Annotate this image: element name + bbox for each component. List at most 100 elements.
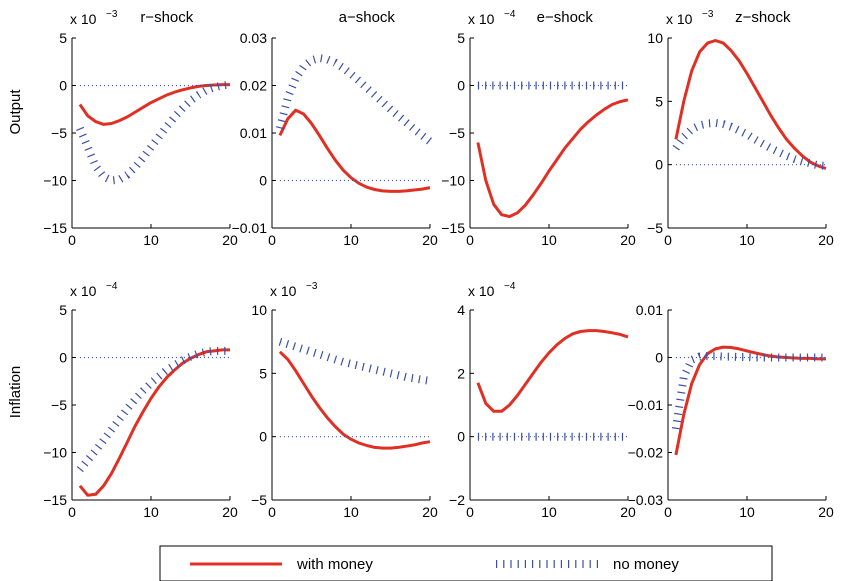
y-tick-label: −15 — [43, 220, 67, 236]
y-tick-label: 5 — [655, 93, 663, 109]
axis-multiplier-exponent: −4 — [504, 9, 516, 20]
series-no-money-line — [672, 118, 827, 170]
x-tick-label: 20 — [222, 504, 238, 520]
y-tick-label: 5 — [259, 365, 267, 381]
x-tick-label: 0 — [268, 232, 276, 248]
row-label-inflation: Inflation — [7, 366, 24, 419]
series-with-money-line — [476, 98, 629, 219]
axis-multiplier-exponent: −4 — [504, 281, 516, 292]
y-tick-label: 0 — [655, 350, 663, 366]
series-no-money-line — [276, 53, 433, 145]
x-tick-label: 10 — [343, 232, 359, 248]
y-tick-label: 0 — [259, 173, 267, 189]
legend-label-with-money: with money — [296, 556, 373, 573]
axis-multiplier-exponent: −3 — [702, 9, 714, 20]
panel-title: a−shock — [339, 9, 396, 26]
legend-label-no-money: no money — [613, 556, 679, 573]
y-tick-label: 5 — [59, 302, 67, 318]
y-tick-label: 0.01 — [636, 302, 663, 318]
series-with-money-line — [674, 345, 826, 456]
x-tick-label: 10 — [739, 232, 755, 248]
panel-5: −15 −10 −5 0 5 0 10 20 x 10 −4 — [43, 281, 238, 520]
y-tick-label: −5 — [647, 220, 663, 236]
axis-multiplier: x 10 — [468, 283, 495, 299]
y-tick-label: −2 — [449, 492, 465, 508]
y-tick-label: 0 — [59, 350, 67, 366]
x-tick-label: 20 — [422, 232, 438, 248]
y-tick-label: −10 — [43, 173, 67, 189]
axis-multiplier: x 10 — [666, 11, 693, 27]
panel-title: e−shock — [537, 9, 594, 26]
axis-multiplier: x 10 — [70, 283, 97, 299]
axis-multiplier-exponent: −3 — [306, 281, 318, 292]
series-with-money-line — [78, 348, 230, 497]
y-tick-label: −10 — [441, 173, 465, 189]
x-tick-label: 0 — [664, 504, 672, 520]
x-tick-label: 0 — [268, 504, 276, 520]
series-with-money-line — [78, 83, 230, 126]
legend: with money no money — [159, 545, 773, 581]
y-tick-label: 0 — [457, 78, 465, 94]
panel-title: z−shock — [735, 9, 791, 26]
x-tick-label: 0 — [68, 504, 76, 520]
y-tick-label: −0.01 — [628, 397, 664, 413]
y-tick-label: −5 — [251, 492, 267, 508]
x-tick-label: 0 — [466, 232, 474, 248]
y-tick-label: −0.01 — [232, 220, 268, 236]
series-with-money-line — [674, 39, 827, 170]
y-tick-label: 5 — [59, 30, 67, 46]
x-tick-label: 20 — [818, 232, 834, 248]
y-tick-label: −15 — [441, 220, 465, 236]
x-tick-label: 0 — [68, 232, 76, 248]
axis-multiplier: x 10 — [270, 283, 297, 299]
axis-multiplier: x 10 — [468, 11, 495, 27]
x-tick-label: 0 — [466, 504, 474, 520]
y-tick-label: −5 — [449, 125, 465, 141]
x-tick-label: 20 — [222, 232, 238, 248]
x-tick-label: 20 — [620, 232, 636, 248]
series-with-money-line — [476, 329, 629, 413]
row-label-output: Output — [7, 89, 24, 135]
series-no-money-line — [76, 80, 231, 185]
axis-multiplier: x 10 — [70, 11, 97, 27]
y-tick-label: 0.01 — [240, 125, 267, 141]
y-tick-label: −0.02 — [628, 445, 664, 461]
y-tick-label: 0.02 — [240, 78, 267, 94]
x-tick-label: 10 — [343, 504, 359, 520]
axis-multiplier-exponent: −4 — [106, 281, 118, 292]
panel-3: −15 −10 −5 0 5 0 10 20 x 10 −4 e−shock — [441, 9, 636, 248]
y-tick-label: −5 — [51, 397, 67, 413]
x-tick-label: 20 — [818, 504, 834, 520]
series-with-money-line — [278, 350, 431, 450]
x-tick-label: 20 — [620, 504, 636, 520]
y-tick-label: 0 — [457, 429, 465, 445]
x-tick-label: 10 — [143, 504, 159, 520]
y-tick-label: −0.03 — [628, 492, 664, 508]
panel-8: −0.03 −0.02 −0.01 0 0.01 0 10 20 — [628, 302, 834, 520]
y-tick-label: −15 — [43, 492, 67, 508]
x-tick-label: 10 — [541, 504, 557, 520]
series-with-money-line — [278, 108, 431, 193]
y-tick-label: 5 — [457, 30, 465, 46]
y-tick-label: 0 — [655, 157, 663, 173]
series-no-money-line — [76, 346, 230, 473]
x-tick-label: 0 — [664, 232, 672, 248]
y-tick-label: 0.03 — [240, 30, 267, 46]
y-tick-label: −5 — [51, 125, 67, 141]
series-no-money-line — [278, 337, 431, 385]
axis-multiplier-exponent: −3 — [106, 9, 118, 20]
y-tick-label: 0 — [259, 429, 267, 445]
x-tick-label: 10 — [541, 232, 557, 248]
y-tick-label: 10 — [251, 302, 267, 318]
panel-title: r−shock — [140, 9, 193, 26]
panel-1: −15 −10 −5 0 5 0 10 20 x 10 −3 r−shock — [43, 9, 238, 248]
y-tick-label: 10 — [647, 30, 663, 46]
y-tick-label: −10 — [43, 445, 67, 461]
y-tick-label: 2 — [457, 365, 465, 381]
